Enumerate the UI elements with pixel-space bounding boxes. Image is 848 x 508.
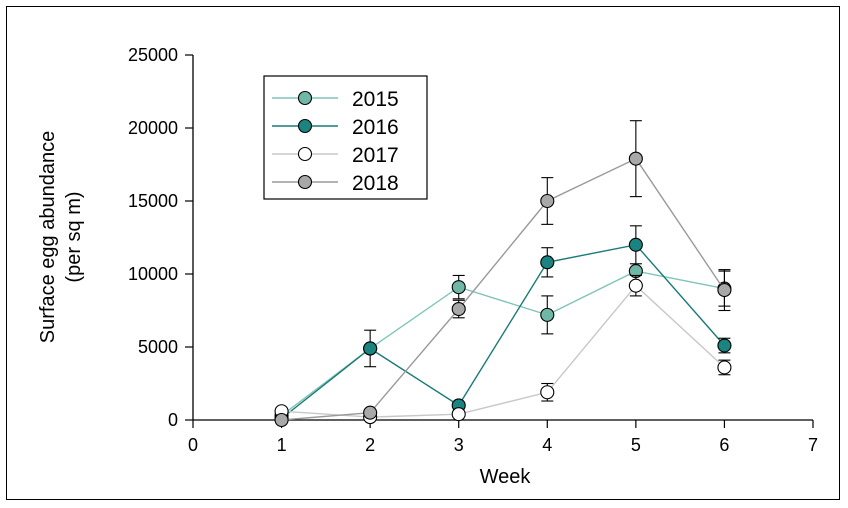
x-axis-title: Week bbox=[480, 466, 532, 488]
data-point bbox=[628, 151, 643, 166]
data-point bbox=[717, 338, 732, 353]
x-tick-label: 3 bbox=[454, 435, 464, 455]
data-point bbox=[363, 341, 378, 356]
data-point bbox=[540, 307, 555, 322]
data-point bbox=[540, 255, 555, 270]
x-tick-label: 1 bbox=[277, 435, 287, 455]
y-tick-label: 10000 bbox=[128, 264, 178, 284]
data-point bbox=[451, 407, 466, 422]
x-tick-label: 4 bbox=[542, 435, 552, 455]
series-line bbox=[281, 157, 725, 421]
y-tick-label: 20000 bbox=[128, 118, 178, 138]
legend-box bbox=[263, 75, 428, 200]
legend: 2015 2016 2017 2018 bbox=[263, 75, 428, 200]
chart-frame bbox=[6, 6, 840, 500]
y-axis-title-line-2: (per sq m) bbox=[63, 191, 85, 282]
legend-marker bbox=[297, 174, 313, 190]
legend-marker bbox=[297, 146, 313, 162]
series-2017 bbox=[274, 274, 732, 425]
y-ticks: 0 5000 10000 15000 20000 25000 bbox=[128, 45, 193, 430]
data-point bbox=[628, 237, 643, 252]
x-tick-label: 0 bbox=[188, 435, 198, 455]
legend-label: 2018 bbox=[352, 172, 399, 195]
series-line bbox=[281, 270, 725, 417]
data-point bbox=[451, 301, 466, 317]
data-point bbox=[274, 412, 289, 428]
legend-marker bbox=[297, 90, 313, 106]
x-tick-label: 6 bbox=[719, 435, 729, 455]
x-tick-label: 2 bbox=[365, 435, 375, 455]
data-point bbox=[540, 193, 555, 209]
y-tick-label: 25000 bbox=[128, 45, 178, 65]
legend-label: 2015 bbox=[352, 88, 399, 111]
data-point bbox=[717, 283, 732, 298]
y-tick-label: 0 bbox=[168, 410, 178, 430]
plot-area bbox=[274, 120, 732, 428]
legend-label: 2017 bbox=[352, 144, 399, 167]
series-line bbox=[281, 244, 725, 420]
x-tick-label: 7 bbox=[808, 435, 818, 455]
data-point bbox=[363, 405, 378, 420]
data-point bbox=[451, 280, 466, 295]
axes bbox=[192, 55, 813, 421]
series-2018 bbox=[274, 120, 732, 428]
data-point bbox=[717, 360, 732, 375]
x-tick-label: 5 bbox=[631, 435, 641, 455]
series-line bbox=[281, 284, 725, 418]
y-axis-title-line-1: Surface egg abundance bbox=[37, 131, 59, 343]
y-tick-label: 15000 bbox=[128, 191, 178, 211]
data-point bbox=[540, 385, 555, 400]
legend-label: 2016 bbox=[352, 116, 399, 139]
data-point bbox=[628, 278, 643, 293]
series-2015 bbox=[274, 264, 732, 423]
legend-marker bbox=[297, 118, 313, 134]
y-tick-label: 5000 bbox=[138, 337, 178, 357]
